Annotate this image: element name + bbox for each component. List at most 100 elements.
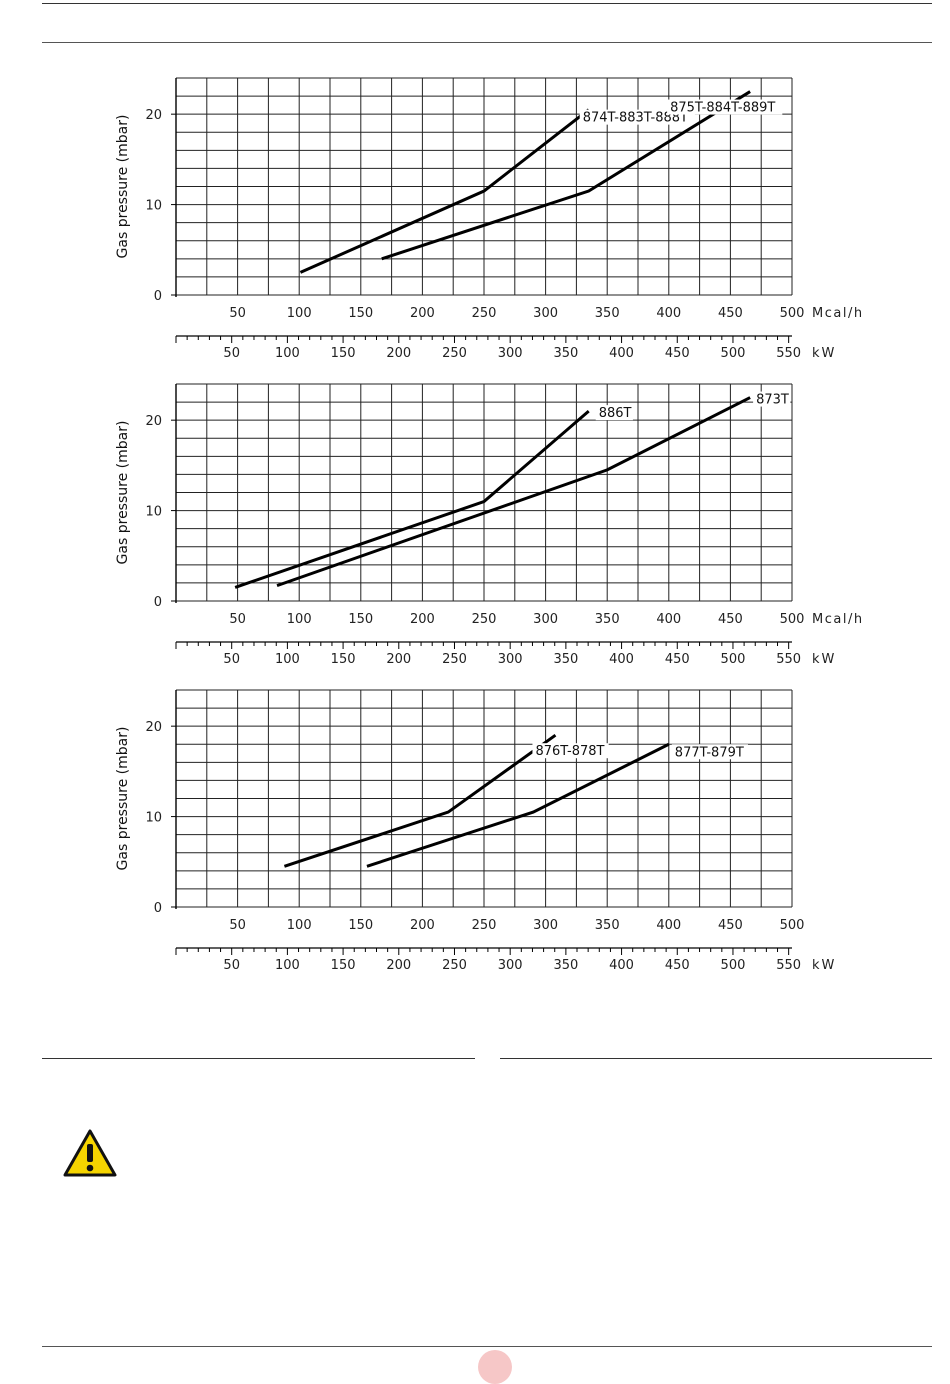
series-label: 876T-878T (535, 744, 604, 759)
x2-tick-label: 300 (498, 958, 523, 973)
chart-2: 0 10 20 Gas pressure (mbar) 50 100 150 200 250 30… (115, 383, 864, 667)
x-tick-label: 500 (780, 306, 805, 321)
x2-tick-label: 250 (442, 652, 467, 667)
y-axis-label: Gas pressure (mbar) (115, 727, 131, 871)
x-tick-label: 500 (780, 918, 805, 933)
x2-unit-label: kW (812, 652, 836, 667)
x-tick-label: 100 (287, 306, 312, 321)
y-tick-label: 0 (154, 595, 162, 610)
x2-tick-label: 200 (386, 652, 411, 667)
series-label-bg (753, 391, 791, 407)
series-label-bg (667, 99, 783, 115)
y-tick-label: 10 (145, 505, 162, 520)
x-tick-label: 400 (656, 612, 681, 627)
x-tick-label: 150 (348, 918, 373, 933)
x2-tick-label: 400 (609, 958, 634, 973)
x-tick-label: 300 (533, 918, 558, 933)
x2-tick-label: 500 (721, 652, 746, 667)
x2-unit-label: kW (812, 346, 836, 361)
section-rule-left (42, 1058, 475, 1059)
warning-triangle-icon (62, 1128, 118, 1178)
top-rule-2 (42, 42, 932, 43)
x2-tick-label: 500 (721, 346, 746, 361)
x2-tick-label: 350 (553, 958, 578, 973)
x2-tick-label: 300 (498, 346, 523, 361)
x2-tick-label: 450 (665, 652, 690, 667)
x-tick-label: 150 (348, 306, 373, 321)
x2-tick-label: 550 (776, 652, 801, 667)
x-tick-label: 250 (472, 918, 497, 933)
series-line (276, 396, 751, 588)
x2-tick-label: 100 (275, 346, 300, 361)
x2-tick-label: 50 (223, 652, 240, 667)
chart-3: 0 10 20 Gas pressure (mbar) 50 100 150 200 250 30… (115, 689, 836, 973)
series-label: 873T (756, 393, 789, 408)
series-label: 874T-883T-888T (583, 111, 688, 126)
x2-tick-label: 350 (553, 652, 578, 667)
x2-tick-label: 150 (331, 958, 356, 973)
x2-tick-label: 200 (386, 958, 411, 973)
x2-unit-label: kW (812, 958, 836, 973)
series-label: 877T-879T (675, 745, 744, 760)
x2-tick-label: 50 (223, 958, 240, 973)
x-tick-label: 400 (656, 918, 681, 933)
series-label: 886T (599, 406, 632, 421)
x2-tick-label: 100 (275, 652, 300, 667)
bottom-rule (42, 1346, 932, 1347)
x-tick-label: 450 (718, 918, 743, 933)
y-tick-label: 0 (154, 901, 162, 916)
x2-tick-label: 450 (665, 346, 690, 361)
x2-tick-label: 450 (665, 958, 690, 973)
x-tick-label: 250 (472, 612, 497, 627)
y-axis-label: Gas pressure (mbar) (115, 115, 131, 259)
series-line (299, 108, 590, 274)
x-unit-label: Mcal/h (812, 306, 864, 321)
section-rule-right (500, 1058, 932, 1059)
y-tick-label: 10 (145, 199, 162, 214)
series-line (234, 409, 590, 589)
x-tick-label: 300 (533, 306, 558, 321)
x2-tick-label: 400 (609, 652, 634, 667)
y-tick-label: 20 (145, 108, 162, 123)
x-tick-label: 100 (287, 612, 312, 627)
x-tick-label: 300 (533, 612, 558, 627)
x-tick-label: 350 (595, 306, 620, 321)
top-rule-1 (42, 3, 932, 4)
x-tick-label: 350 (595, 612, 620, 627)
x-tick-label: 50 (229, 918, 246, 933)
x-tick-label: 200 (410, 612, 435, 627)
x2-tick-label: 250 (442, 346, 467, 361)
x2-tick-label: 300 (498, 652, 523, 667)
series-line (283, 733, 557, 868)
series-label-bg (671, 744, 748, 760)
series-label: 875T-884T-889T (670, 101, 775, 116)
page-number-dot (478, 1350, 512, 1384)
x2-tick-label: 500 (721, 958, 746, 973)
x-tick-label: 200 (410, 306, 435, 321)
y-tick-label: 10 (145, 811, 162, 826)
x-tick-label: 450 (718, 612, 743, 627)
series-line (366, 742, 670, 868)
y-tick-label: 20 (145, 720, 162, 735)
x2-tick-label: 150 (331, 346, 356, 361)
x2-tick-label: 150 (331, 652, 356, 667)
series-label-bg (532, 743, 609, 759)
x2-tick-label: 50 (223, 346, 240, 361)
x2-tick-label: 350 (553, 346, 578, 361)
x2-tick-label: 100 (275, 958, 300, 973)
x2-tick-label: 250 (442, 958, 467, 973)
x-tick-label: 50 (229, 306, 246, 321)
x-tick-label: 100 (287, 918, 312, 933)
x-tick-label: 500 (780, 612, 805, 627)
x-tick-label: 450 (718, 306, 743, 321)
x2-tick-label: 200 (386, 346, 411, 361)
x-tick-label: 200 (410, 918, 435, 933)
x-tick-label: 250 (472, 306, 497, 321)
x-tick-label: 50 (229, 612, 246, 627)
series-label-bg (595, 405, 633, 421)
y-tick-label: 0 (154, 289, 162, 304)
y-axis-label: Gas pressure (mbar) (115, 421, 131, 565)
x-tick-label: 150 (348, 612, 373, 627)
chart-1: 0 10 20 Gas pressure (mbar) 50 100 150 200 250 30… (115, 77, 864, 361)
x-unit-label: Mcal/h (812, 612, 864, 627)
